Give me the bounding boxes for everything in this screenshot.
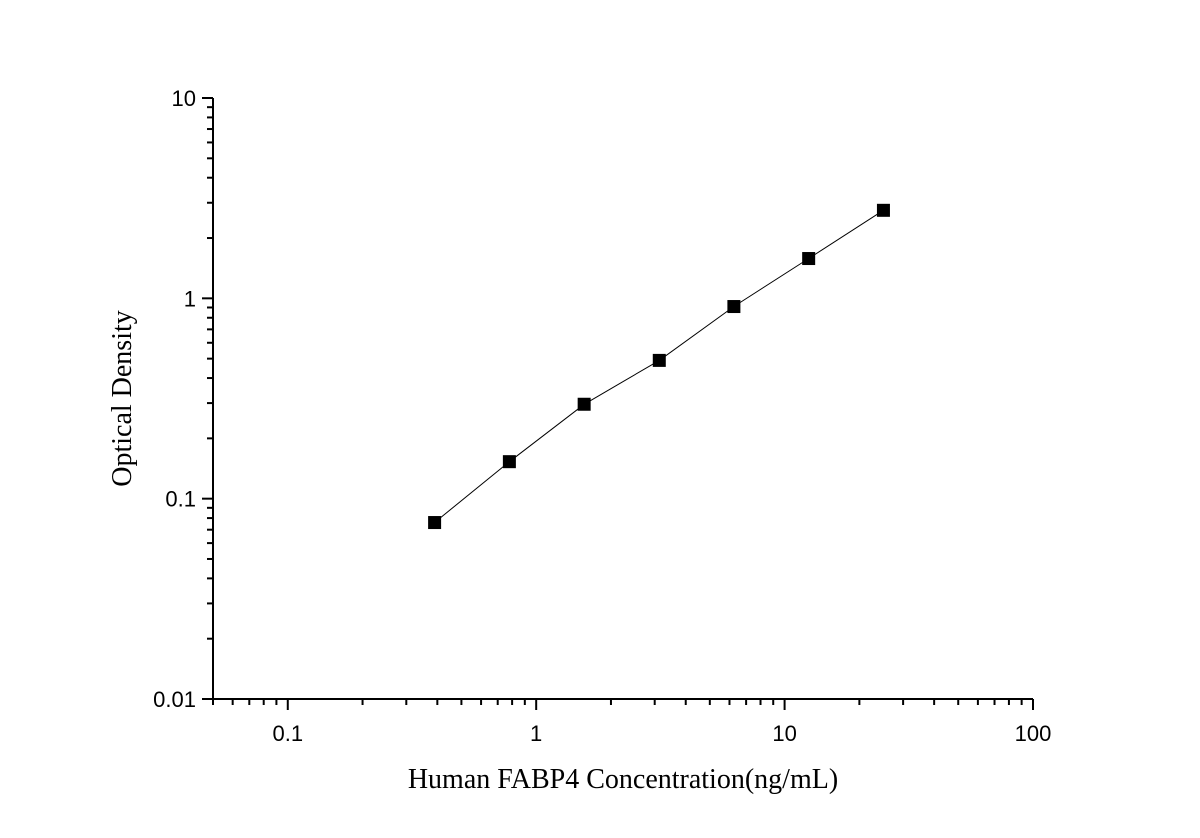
x-axis-title: Human FABP4 Concentration(ng/mL) bbox=[408, 764, 838, 795]
data-point bbox=[802, 252, 816, 266]
y-axis-title: Optical Density bbox=[107, 310, 138, 487]
y-tick-label: 10 bbox=[172, 86, 196, 111]
data-point bbox=[652, 353, 666, 367]
data-point bbox=[428, 516, 442, 530]
data-point bbox=[876, 203, 890, 217]
x-tick-label: 100 bbox=[1015, 721, 1052, 746]
x-tick-label: 10 bbox=[772, 721, 796, 746]
plot-area: 0.1 1 10 100 0.01 0.1 1 10 bbox=[153, 86, 1051, 746]
data-point bbox=[577, 397, 591, 411]
x-tick-label: 1 bbox=[530, 721, 542, 746]
y-tick-label: 0.01 bbox=[153, 687, 196, 712]
y-tick-label: 1 bbox=[184, 286, 196, 311]
data-point bbox=[502, 455, 516, 469]
data-point bbox=[727, 300, 741, 314]
y-tick-label: 0.1 bbox=[165, 487, 196, 512]
x-tick-label: 0.1 bbox=[272, 721, 303, 746]
